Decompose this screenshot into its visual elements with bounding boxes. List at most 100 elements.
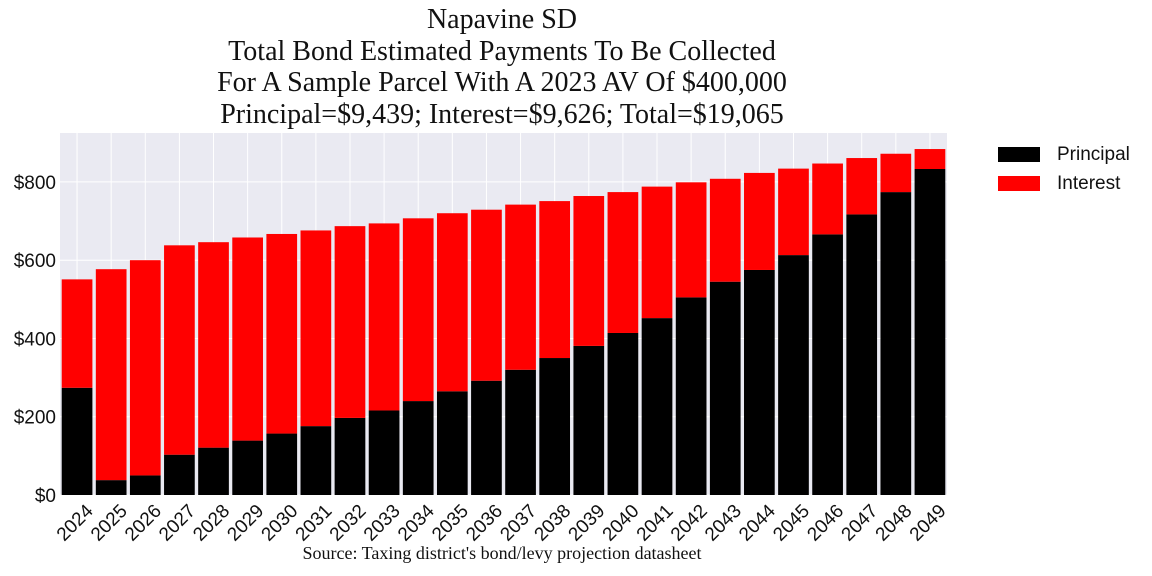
legend-label-principal: Principal [1057,143,1130,165]
y-tick-label: $800 [14,173,56,194]
y-tick-label: $200 [14,408,56,429]
bar-principal-2043 [709,281,741,495]
bar-interest-2045 [778,168,809,256]
x-tick-label: 2048 [872,501,917,546]
bar-interest-2025 [95,269,127,481]
bar-principal-2024 [61,387,93,495]
bar-interest-2028 [198,242,229,448]
bar-principal-2049 [914,169,946,495]
bar-principal-2042 [675,297,707,495]
x-tick-label: 2027 [155,501,200,546]
bar-interest-2049 [914,149,946,170]
bar-interest-2046 [812,163,843,235]
x-tick-label: 2033 [360,501,405,546]
bar-interest-2036 [471,209,502,381]
x-tick-label: 2047 [838,501,883,546]
bar-principal-2029 [232,440,263,495]
bar-interest-2037 [505,204,536,370]
bar-principal-2036 [471,380,502,495]
bar-interest-2048 [880,153,912,193]
x-tick-label: 2039 [565,501,610,546]
bar-interest-2044 [744,172,775,270]
bar-principal-2034 [402,401,434,495]
bar-principal-2040 [607,332,639,495]
bar-principal-2039 [573,345,605,495]
bar-principal-2038 [539,358,571,495]
title-line-4: Principal=$9,439; Interest=$9,626; Total… [220,98,784,130]
bar-principal-2031 [300,426,332,495]
x-tick-label: 2038 [531,501,576,546]
x-tick-label: 2040 [599,501,644,546]
bar-interest-2035 [436,213,468,392]
bar-principal-2028 [198,447,229,495]
x-tick-label: 2034 [394,500,439,545]
bar-interest-2041 [641,186,673,319]
title-line-3: For A Sample Parcel With A 2023 AV Of $4… [217,67,787,98]
chart-title: Napavine SD Total Bond Estimated Payment… [0,4,1004,130]
bar-principal-2044 [744,269,775,495]
bar-interest-2040 [607,192,639,333]
bars [61,149,946,496]
x-tick-label: 2037 [496,501,541,546]
legend-item-principal: Principal [998,140,1130,169]
x-tick-label: 2029 [223,501,268,546]
bar-interest-2026 [129,260,161,476]
x-tick-label: 2035 [428,501,473,546]
x-tick-label: 2049 [906,501,951,546]
x-tick-label: 2025 [87,501,132,546]
bar-interest-2030 [266,233,298,434]
bar-principal-2027 [164,454,195,495]
x-tick-label: 2044 [735,500,780,545]
x-tick-label: 2042 [667,501,712,546]
bar-principal-2035 [436,391,468,495]
x-tick-label: 2031 [292,501,337,546]
x-tick-label: 2032 [326,501,371,546]
bar-interest-2033 [368,223,400,411]
title-line-1: Napavine SD [426,4,578,35]
bar-principal-2026 [129,475,161,495]
legend: Principal Interest [998,140,1130,198]
bar-interest-2039 [573,196,605,346]
bar-principal-2037 [505,369,536,495]
y-axis-ticks: $0 $200 $400 $600 $800 [14,173,56,507]
bar-interest-2029 [232,237,263,441]
x-tick-label: 2036 [462,501,507,546]
legend-item-interest: Interest [998,169,1130,198]
bar-principal-2045 [778,255,809,495]
bar-interest-2043 [709,178,741,282]
x-tick-label: 2024 [53,500,98,545]
bar-principal-2048 [880,192,912,495]
bar-interest-2032 [334,226,366,418]
bar-interest-2034 [402,218,434,402]
bar-interest-2027 [164,245,195,455]
x-tick-label: 2026 [121,501,166,546]
bar-principal-2030 [266,433,298,495]
bar-principal-2025 [95,480,127,495]
legend-swatch-principal [998,147,1040,162]
legend-swatch-interest [998,176,1040,191]
y-tick-label: $600 [14,251,56,272]
bar-principal-2047 [846,214,878,496]
bar-interest-2042 [675,182,707,298]
source-note: Source: Taxing district's bond/levy proj… [302,543,702,563]
bar-interest-2031 [300,230,332,427]
y-tick-label: $400 [14,329,56,350]
x-tick-label: 2028 [189,501,234,546]
legend-label-interest: Interest [1057,172,1121,194]
bar-interest-2047 [846,158,878,215]
x-axis-ticks: 2024202520262027202820292030203120322033… [53,500,951,545]
x-tick-label: 2030 [258,501,303,546]
title-line-2: Total Bond Estimated Payments To Be Coll… [228,35,776,67]
x-tick-label: 2045 [769,501,814,546]
bar-interest-2038 [539,201,571,359]
x-tick-label: 2043 [701,501,746,546]
x-tick-label: 2046 [803,501,848,546]
bar-principal-2046 [812,234,843,496]
y-tick-label: $0 [35,486,56,507]
bar-principal-2033 [368,410,400,495]
bar-principal-2041 [641,318,673,495]
bar-principal-2032 [334,417,366,495]
x-tick-label: 2041 [633,501,678,546]
bar-interest-2024 [61,279,93,388]
